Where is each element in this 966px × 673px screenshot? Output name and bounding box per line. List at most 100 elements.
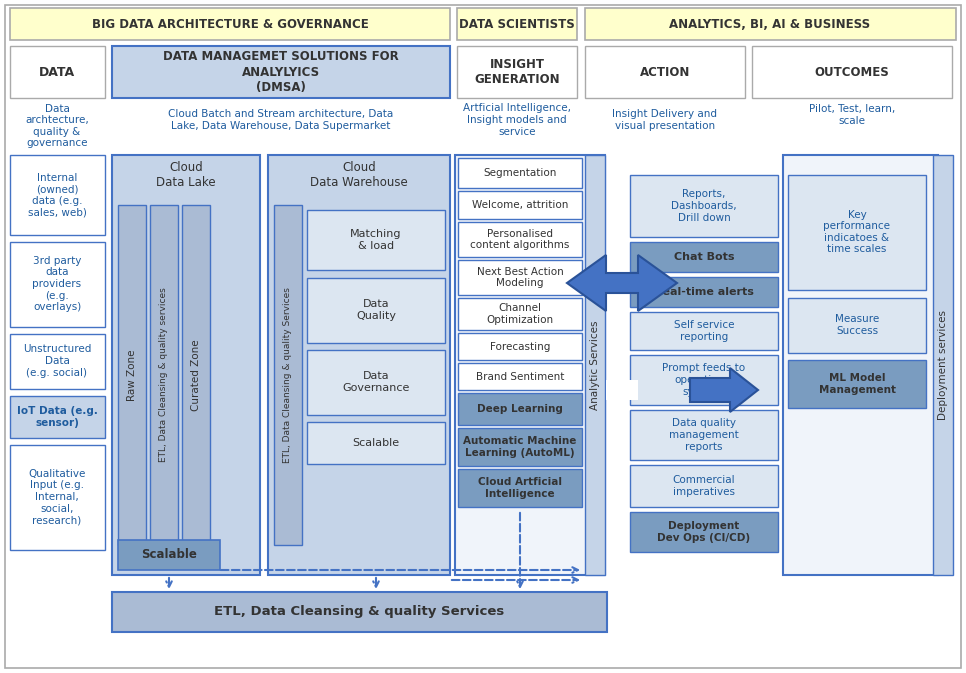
Text: BIG DATA ARCHITECTURE & GOVERNANCE: BIG DATA ARCHITECTURE & GOVERNANCE (92, 17, 368, 30)
Text: Cloud Batch and Stream architecture, Data
Lake, Data Warehouse, Data Supermarket: Cloud Batch and Stream architecture, Dat… (168, 109, 393, 131)
FancyBboxPatch shape (118, 540, 220, 570)
Text: DATA SCIENTISTS: DATA SCIENTISTS (459, 17, 575, 30)
FancyBboxPatch shape (458, 363, 582, 390)
Text: Analytic Services: Analytic Services (590, 320, 600, 410)
Text: Key
performance
indicatoes &
time scales: Key performance indicatoes & time scales (823, 209, 891, 254)
Text: Deployment
Dev Ops (CI/CD): Deployment Dev Ops (CI/CD) (658, 521, 751, 543)
FancyBboxPatch shape (788, 298, 926, 353)
FancyBboxPatch shape (630, 175, 778, 237)
FancyBboxPatch shape (933, 155, 953, 575)
Text: Automatic Machine
Learning (AutoML): Automatic Machine Learning (AutoML) (464, 436, 577, 458)
FancyBboxPatch shape (458, 469, 582, 507)
FancyBboxPatch shape (307, 422, 445, 464)
Text: Segmentation: Segmentation (483, 168, 556, 178)
FancyBboxPatch shape (630, 410, 778, 460)
FancyBboxPatch shape (112, 46, 450, 98)
FancyBboxPatch shape (307, 278, 445, 343)
Text: INSIGHT
GENERATION: INSIGHT GENERATION (474, 58, 560, 86)
Text: Raw Zone: Raw Zone (127, 349, 137, 400)
Text: DATA MANAGEMET SOLUTIONS FOR
ANALYLYICS
(DMSA): DATA MANAGEMET SOLUTIONS FOR ANALYLYICS … (163, 50, 399, 94)
Text: OUTCOMES: OUTCOMES (814, 65, 890, 79)
FancyBboxPatch shape (585, 8, 956, 40)
Text: Unstructured
Data
(e.g. social): Unstructured Data (e.g. social) (23, 345, 91, 378)
Text: Qualitative
Input (e.g.
Internal,
social,
research): Qualitative Input (e.g. Internal, social… (28, 469, 86, 525)
Text: Welcome, attrition: Welcome, attrition (471, 200, 568, 210)
Polygon shape (567, 255, 677, 311)
Text: ACTION: ACTION (639, 65, 690, 79)
FancyBboxPatch shape (585, 155, 605, 575)
Text: Data
Quality: Data Quality (356, 299, 396, 321)
Text: DATA: DATA (39, 65, 75, 79)
FancyBboxPatch shape (10, 8, 450, 40)
FancyBboxPatch shape (10, 445, 105, 550)
Text: Brand Sentiment: Brand Sentiment (476, 371, 564, 382)
FancyBboxPatch shape (10, 396, 105, 438)
FancyBboxPatch shape (458, 393, 582, 425)
Text: ETL, Data Cleansing & quality Services: ETL, Data Cleansing & quality Services (283, 287, 293, 463)
FancyBboxPatch shape (606, 380, 638, 400)
FancyBboxPatch shape (458, 428, 582, 466)
Text: Pilot, Test, learn,
scale: Pilot, Test, learn, scale (809, 104, 895, 126)
Text: ETL, Data Cleansing & quality Services: ETL, Data Cleansing & quality Services (213, 606, 504, 618)
Text: Internal
(owned)
data (e.g.
sales, web): Internal (owned) data (e.g. sales, web) (28, 172, 86, 217)
FancyBboxPatch shape (458, 191, 582, 219)
FancyBboxPatch shape (455, 155, 605, 575)
FancyBboxPatch shape (630, 242, 778, 272)
Text: Measure
Success: Measure Success (835, 314, 879, 336)
FancyBboxPatch shape (274, 205, 302, 545)
Text: Curated Zone: Curated Zone (191, 339, 201, 411)
Text: Forecasting: Forecasting (490, 341, 551, 351)
Text: Deployment services: Deployment services (938, 310, 948, 420)
FancyBboxPatch shape (307, 350, 445, 415)
Text: Reports,
Dashboards,
Drill down: Reports, Dashboards, Drill down (671, 189, 737, 223)
FancyBboxPatch shape (457, 46, 577, 98)
Text: Real-time alerts: Real-time alerts (654, 287, 753, 297)
Text: Scalable: Scalable (141, 548, 197, 561)
Polygon shape (690, 368, 758, 412)
Text: Matching
& load: Matching & load (351, 229, 402, 251)
Text: ML Model
Management: ML Model Management (818, 374, 895, 395)
Text: IoT Data (e.g.
sensor): IoT Data (e.g. sensor) (16, 406, 98, 428)
FancyBboxPatch shape (10, 242, 105, 327)
FancyBboxPatch shape (112, 592, 607, 632)
FancyBboxPatch shape (118, 205, 146, 545)
FancyBboxPatch shape (10, 46, 105, 98)
Text: Insight Delivery and
visual presentation: Insight Delivery and visual presentation (612, 109, 718, 131)
Text: Next Best Action
Modeling: Next Best Action Modeling (476, 267, 563, 288)
Text: Personalised
content algorithms: Personalised content algorithms (470, 229, 570, 250)
FancyBboxPatch shape (630, 465, 778, 507)
FancyBboxPatch shape (630, 355, 778, 405)
Text: Scalable: Scalable (353, 438, 400, 448)
Text: Channel
Optimization: Channel Optimization (487, 304, 554, 325)
Text: Data quality
management
reports: Data quality management reports (669, 419, 739, 452)
FancyBboxPatch shape (630, 312, 778, 350)
FancyBboxPatch shape (458, 298, 582, 330)
FancyBboxPatch shape (10, 155, 105, 235)
Text: 3rd party
data
providers
(e.g.
overlays): 3rd party data providers (e.g. overlays) (33, 256, 81, 312)
Text: Cloud Artficial
Intelligence: Cloud Artficial Intelligence (478, 477, 562, 499)
Text: Prompt feeds to
operational
systems: Prompt feeds to operational systems (663, 363, 746, 396)
FancyBboxPatch shape (268, 155, 450, 575)
FancyBboxPatch shape (458, 333, 582, 360)
Text: Cloud
Data Warehouse: Cloud Data Warehouse (310, 161, 408, 189)
Text: ANALYTICS, BI, AI & BUSINESS: ANALYTICS, BI, AI & BUSINESS (669, 17, 870, 30)
FancyBboxPatch shape (458, 158, 582, 188)
Text: Cloud
Data Lake: Cloud Data Lake (156, 161, 215, 189)
Text: Artficial Intelligence,
Insight models and
service: Artficial Intelligence, Insight models a… (463, 104, 571, 137)
Text: Deep Learning: Deep Learning (477, 404, 563, 414)
FancyBboxPatch shape (182, 205, 210, 545)
FancyBboxPatch shape (112, 155, 260, 575)
FancyBboxPatch shape (458, 260, 582, 295)
Text: ETL, Data Cleansing & quality services: ETL, Data Cleansing & quality services (159, 287, 168, 462)
Text: Self service
reporting: Self service reporting (673, 320, 734, 342)
FancyBboxPatch shape (585, 46, 745, 98)
Text: Data
Governance: Data Governance (342, 371, 410, 393)
Text: Chat Bots: Chat Bots (673, 252, 734, 262)
FancyBboxPatch shape (788, 175, 926, 290)
FancyBboxPatch shape (10, 334, 105, 389)
Text: Commercial
imperatives: Commercial imperatives (672, 475, 735, 497)
FancyBboxPatch shape (457, 8, 577, 40)
Text: Data
archtecture,
quality &
governance: Data archtecture, quality & governance (25, 104, 89, 149)
FancyBboxPatch shape (788, 360, 926, 408)
FancyBboxPatch shape (307, 210, 445, 270)
